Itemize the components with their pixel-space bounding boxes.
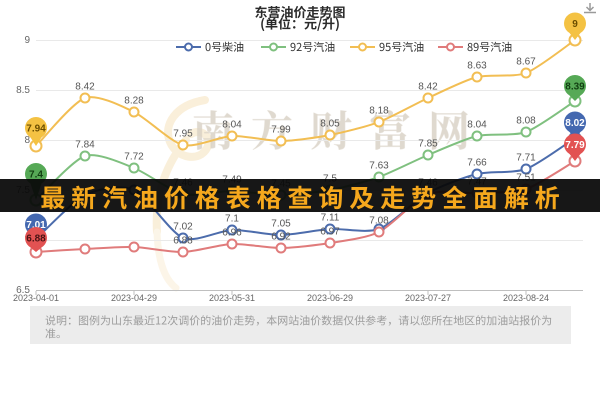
svg-text:8.04: 8.04 xyxy=(222,120,242,131)
svg-text:7.63: 7.63 xyxy=(369,161,389,172)
svg-text:2023-07-27: 2023-07-27 xyxy=(405,293,451,303)
svg-text:2023-05-31: 2023-05-31 xyxy=(209,293,255,303)
svg-text:7.71: 7.71 xyxy=(516,153,536,164)
svg-text:8.42: 8.42 xyxy=(75,82,95,93)
svg-text:8.05: 8.05 xyxy=(320,119,340,130)
svg-text:7.05: 7.05 xyxy=(271,219,291,230)
svg-text:7.79: 7.79 xyxy=(565,140,585,151)
svg-text:8.18: 8.18 xyxy=(369,106,389,117)
svg-text:7.94: 7.94 xyxy=(26,124,46,135)
svg-text:8.67: 8.67 xyxy=(516,57,536,68)
svg-text:8.08: 8.08 xyxy=(516,116,536,127)
svg-text:8.04: 8.04 xyxy=(467,120,487,131)
svg-text:2023-08-24: 2023-08-24 xyxy=(503,293,549,303)
svg-text:7.4: 7.4 xyxy=(29,170,43,181)
svg-text:7.85: 7.85 xyxy=(418,139,438,150)
svg-text:2023-04-01: 2023-04-01 xyxy=(13,293,59,303)
svg-text:7.51: 7.51 xyxy=(516,173,536,184)
svg-text:2023-06-29: 2023-06-29 xyxy=(307,293,353,303)
svg-text:7.01: 7.01 xyxy=(26,220,46,231)
svg-text:8.63: 8.63 xyxy=(467,61,487,72)
svg-text:6.88: 6.88 xyxy=(173,236,193,247)
svg-text:7.99: 7.99 xyxy=(271,125,291,136)
svg-text:8: 8 xyxy=(24,135,30,146)
svg-text:7.1: 7.1 xyxy=(225,214,239,225)
svg-text:6.96: 6.96 xyxy=(222,228,242,239)
svg-text:6.92: 6.92 xyxy=(271,232,291,243)
svg-text:8.28: 8.28 xyxy=(124,96,144,107)
svg-text:7.66: 7.66 xyxy=(467,158,487,169)
svg-text:9: 9 xyxy=(572,19,578,30)
svg-text:7.95: 7.95 xyxy=(173,129,193,140)
svg-text:6.88: 6.88 xyxy=(26,234,46,245)
svg-text:8.39: 8.39 xyxy=(565,82,585,93)
svg-text:7.72: 7.72 xyxy=(124,152,144,163)
svg-text:6.5: 6.5 xyxy=(16,285,30,296)
svg-text:7.11: 7.11 xyxy=(321,213,340,224)
svg-text:6.97: 6.97 xyxy=(320,227,340,238)
svg-text:9: 9 xyxy=(24,35,30,46)
svg-text:8.02: 8.02 xyxy=(565,118,585,129)
svg-text:8.42: 8.42 xyxy=(418,82,438,93)
svg-text:7.08: 7.08 xyxy=(369,216,389,227)
svg-text:7.02: 7.02 xyxy=(173,222,193,233)
svg-text:7.84: 7.84 xyxy=(75,140,95,151)
svg-text:2023-04-29: 2023-04-29 xyxy=(111,293,157,303)
svg-text:8.5: 8.5 xyxy=(16,85,30,96)
